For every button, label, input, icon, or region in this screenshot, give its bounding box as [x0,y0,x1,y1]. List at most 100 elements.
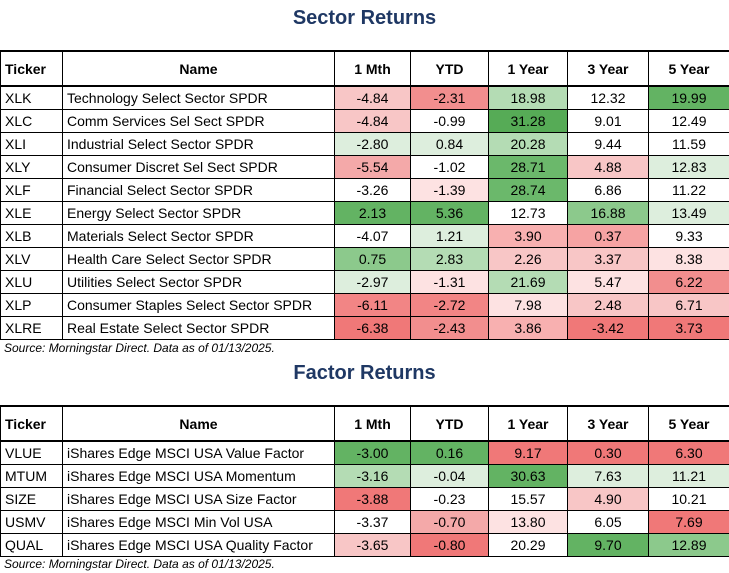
value-cell-1mth: -3.26 [334,178,411,202]
ticker-cell: XLP [0,293,63,317]
col-header-1mth: 1 Mth [334,405,411,442]
name-cell: Health Care Select Sector SPDR [62,247,335,271]
factor-source-note: Source: Morningstar Direct. Data as of 0… [4,557,275,571]
value-cell-1year: 3.90 [488,224,568,248]
value-cell-3year: -3.42 [567,316,649,340]
ticker-cell: SIZE [0,487,63,511]
col-header-name: Name [62,405,335,442]
header-row: Ticker Name 1 Mth YTD 1 Year 3 Year 5 Ye… [0,50,729,87]
value-cell-5year: 12.89 [648,533,729,557]
value-cell-ytd: -2.72 [410,293,489,317]
value-cell-3year: 5.47 [567,270,649,294]
value-cell-3year: 6.86 [567,178,649,202]
value-cell-1mth: -2.97 [334,270,411,294]
ticker-cell: XLF [0,178,63,202]
value-cell-ytd: 1.21 [410,224,489,248]
value-cell-3year: 9.70 [567,533,649,557]
value-cell-1year: 18.98 [488,85,568,110]
name-cell: Comm Services Sel Sect SPDR [62,109,335,133]
value-cell-1mth: -3.00 [334,440,411,465]
value-cell-ytd: 2.83 [410,247,489,271]
value-cell-3year: 12.32 [567,85,649,110]
col-header-ytd: YTD [410,50,489,87]
sector-source-note: Source: Morningstar Direct. Data as of 0… [4,341,275,355]
ticker-cell: XLU [0,270,63,294]
factor-table-body: VLUE iShares Edge MSCI USA Value Factor -3… [0,440,729,557]
value-cell-3year: 9.01 [567,109,649,133]
factor-returns-title: Factor Returns [293,362,436,384]
value-cell-1mth: -4.84 [334,85,411,110]
value-cell-5year: 13.49 [648,201,729,225]
value-cell-1year: 9.17 [488,440,568,465]
value-cell-1mth: -4.84 [334,109,411,133]
sector-returns-table: Ticker Name 1 Mth YTD 1 Year 3 Year 5 Ye… [0,50,729,340]
name-cell: iShares Edge MSCI USA Value Factor [62,440,335,465]
value-cell-3year: 0.37 [567,224,649,248]
value-cell-1mth: -3.88 [334,487,411,511]
value-cell-5year: 12.83 [648,155,729,179]
name-cell: Industrial Select Sector SPDR [62,132,335,156]
ticker-cell: XLI [0,132,63,156]
sector-table-body: XLK Technology Select Sector SPDR -4.84 -2.… [0,85,729,340]
value-cell-5year: 6.30 [648,440,729,465]
ticker-cell: XLB [0,224,63,248]
sector-returns-title: Sector Returns [292,7,437,29]
value-cell-ytd: -0.70 [410,510,489,534]
value-cell-3year: 9.44 [567,132,649,156]
value-cell-3year: 4.90 [567,487,649,511]
table-row: VLUE iShares Edge MSCI USA Value Factor -3… [0,440,729,465]
col-header-1year: 1 Year [488,50,568,87]
value-cell-3year: 7.63 [567,464,649,488]
col-header-ticker: Ticker [0,50,63,87]
value-cell-1year: 7.98 [488,293,568,317]
name-cell: Technology Select Sector SPDR [62,85,335,110]
value-cell-1mth: -6.38 [334,316,411,340]
table-row: XLK Technology Select Sector SPDR -4.84 -2.… [0,85,729,110]
value-cell-3year: 4.88 [567,155,649,179]
name-cell: Consumer Discret Sel Sect SPDR [62,155,335,179]
table-row: XLI Industrial Select Sector SPDR -2.80 0.8… [0,132,729,156]
value-cell-5year: 11.22 [648,178,729,202]
value-cell-5year: 7.69 [648,510,729,534]
col-header-ticker: Ticker [0,405,63,442]
name-cell: iShares Edge MSCI USA Quality Factor [62,533,335,557]
value-cell-3year: 16.88 [567,201,649,225]
value-cell-5year: 10.21 [648,487,729,511]
value-cell-3year: 6.05 [567,510,649,534]
value-cell-5year: 3.73 [648,316,729,340]
value-cell-1year: 20.29 [488,533,568,557]
value-cell-1mth: -3.65 [334,533,411,557]
table-row: QUAL iShares Edge MSCI USA Quality Factor… [0,533,729,557]
value-cell-1mth: -5.54 [334,155,411,179]
value-cell-5year: 6.22 [648,270,729,294]
table-row: XLU Utilities Select Sector SPDR -2.97 -1.3… [0,270,729,294]
value-cell-ytd: -2.43 [410,316,489,340]
value-cell-1year: 13.80 [488,510,568,534]
name-cell: Energy Select Sector SPDR [62,201,335,225]
value-cell-ytd: -0.80 [410,533,489,557]
col-header-5year: 5 Year [648,50,729,87]
value-cell-ytd: -0.04 [410,464,489,488]
value-cell-1mth: -2.80 [334,132,411,156]
value-cell-5year: 11.21 [648,464,729,488]
value-cell-1year: 21.69 [488,270,568,294]
name-cell: iShares Edge MSCI Min Vol USA [62,510,335,534]
table-row: XLRE Real Estate Select Sector SPDR -6.38-… [0,316,729,340]
value-cell-ytd: -0.23 [410,487,489,511]
name-cell: Financial Select Sector SPDR [62,178,335,202]
value-cell-1year: 12.73 [488,201,568,225]
col-header-1year: 1 Year [488,405,568,442]
value-cell-5year: 11.59 [648,132,729,156]
ticker-cell: XLE [0,201,63,225]
table-row: XLF Financial Select Sector SPDR -3.26 -1.3… [0,178,729,202]
table-row: MTUM iShares Edge MSCI USA Momentum -3.16-… [0,464,729,488]
value-cell-5year: 12.49 [648,109,729,133]
col-header-3year: 3 Year [567,405,649,442]
ticker-cell: XLK [0,85,63,110]
name-cell: Consumer Staples Select Sector SPDR [62,293,335,317]
value-cell-ytd: 0.16 [410,440,489,465]
value-cell-1year: 3.86 [488,316,568,340]
col-header-3year: 3 Year [567,50,649,87]
value-cell-1year: 31.28 [488,109,568,133]
ticker-cell: XLRE [0,316,63,340]
